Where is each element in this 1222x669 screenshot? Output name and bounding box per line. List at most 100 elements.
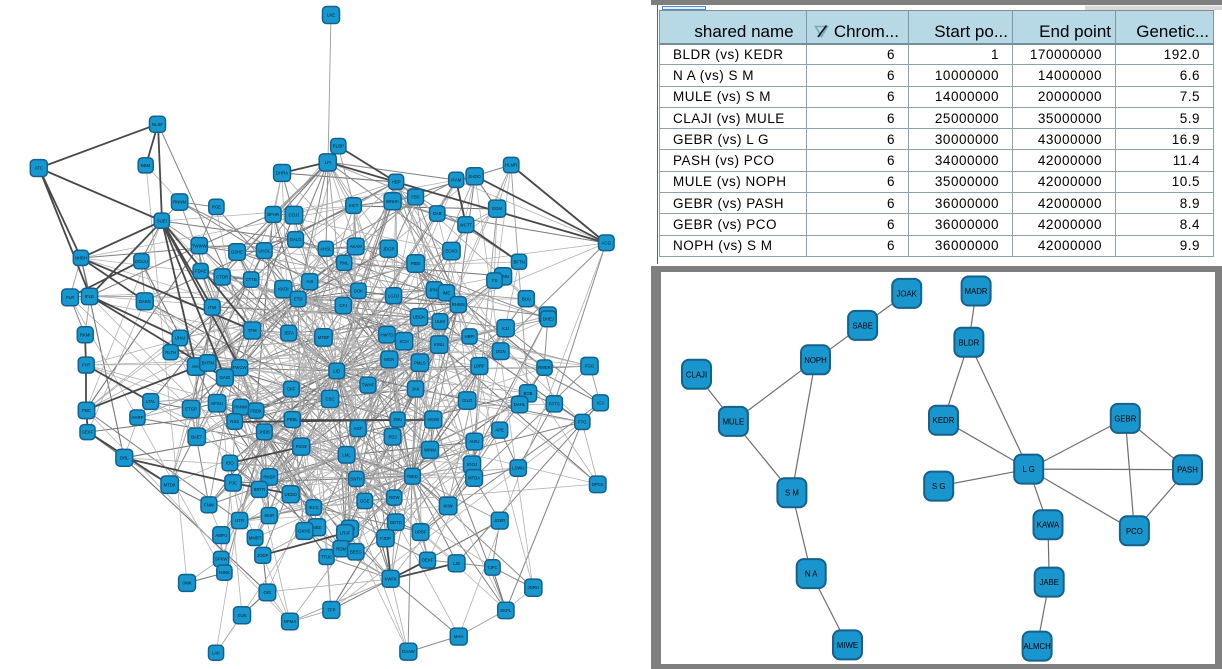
svg-text:KFSU: KFSU: [211, 401, 222, 406]
svg-text:LSWU: LSWU: [512, 466, 524, 471]
svg-text:ETGP: ETGP: [185, 407, 197, 412]
svg-text:BEEG: BEEG: [350, 549, 363, 554]
svg-text:NSS: NSS: [230, 419, 239, 424]
svg-text:MULE: MULE: [723, 417, 745, 426]
svg-text:ICJ: ICJ: [597, 400, 603, 405]
svg-text:JAK: JAK: [412, 387, 420, 392]
svg-text:IFLE: IFLE: [85, 294, 94, 299]
svg-text:DOUU: DOUU: [135, 259, 148, 264]
svg-text:PCO: PCO: [1126, 527, 1143, 536]
svg-text:RLTH: RLTH: [165, 350, 176, 355]
svg-text:ACG: ACG: [602, 240, 612, 245]
svg-text:CSC: CSC: [326, 397, 335, 402]
svg-text:OALG: OALG: [290, 237, 303, 242]
svg-text:HHI: HHI: [192, 364, 199, 369]
svg-text:IOO: IOO: [226, 461, 235, 466]
svg-text:EGM: EGM: [492, 206, 502, 211]
svg-text:CTDR: CTDR: [216, 275, 228, 280]
svg-text:AGF: AGF: [354, 426, 363, 431]
svg-text:PDJ: PDJ: [389, 434, 397, 439]
svg-text:HJI: HJI: [306, 279, 312, 284]
svg-text:BOB: BOB: [523, 391, 532, 396]
svg-text:RDM: RDM: [336, 546, 346, 551]
svg-text:LBRF: LBRF: [474, 364, 485, 369]
svg-text:KAWA: KAWA: [1037, 521, 1060, 530]
svg-text:KINU: KINU: [434, 342, 444, 347]
svg-text:KCH: KCH: [400, 339, 409, 344]
svg-text:BFHR: BFHR: [267, 212, 279, 217]
svg-text:OEKF: OEKF: [422, 558, 434, 563]
svg-text:WINM: WINM: [424, 448, 436, 453]
svg-text:PLR: PLR: [66, 295, 74, 300]
svg-text:JORU: JORU: [527, 585, 539, 590]
svg-text:HLMR: HLMR: [505, 163, 517, 168]
svg-text:OGN: OGN: [496, 349, 506, 354]
svg-text:HBP: HBP: [392, 180, 401, 185]
svg-text:L G: L G: [1023, 465, 1035, 474]
svg-text:TWWW: TWWW: [192, 243, 208, 248]
svg-text:S M: S M: [785, 489, 799, 498]
svg-text:KEDR: KEDR: [933, 416, 955, 425]
svg-text:LFI: LFI: [325, 160, 331, 165]
svg-text:RHWS: RHWS: [452, 302, 465, 307]
svg-text:RLBP: RLBP: [333, 144, 344, 149]
svg-text:UEDO: UEDO: [284, 492, 297, 497]
svg-text:UTR: UTR: [235, 518, 244, 523]
svg-text:JWU: JWU: [393, 417, 402, 422]
svg-text:FWCW: FWCW: [233, 365, 248, 370]
svg-text:MAH: MAH: [454, 634, 464, 639]
svg-text:DAHL: DAHL: [514, 402, 526, 407]
svg-text:APE: APE: [495, 428, 504, 433]
svg-text:ITW: ITW: [208, 305, 217, 310]
svg-text:CTTB: CTTB: [246, 277, 257, 282]
svg-text:FII: FII: [492, 278, 497, 283]
svg-text:CLAJI: CLAJI: [686, 370, 707, 379]
svg-text:DAB: DAB: [433, 211, 442, 216]
svg-text:FJDP: FJDP: [380, 536, 391, 541]
svg-text:SUEI: SUEI: [157, 218, 167, 223]
svg-text:TJFC: TJFC: [487, 565, 498, 570]
svg-text:RNSP: RNSP: [263, 475, 275, 480]
svg-text:ETD: ETD: [294, 297, 303, 302]
svg-text:PJC: PJC: [229, 480, 237, 485]
svg-text:LGOJ: LGOJ: [388, 293, 399, 298]
svg-text:TFP: TFP: [327, 608, 335, 613]
svg-text:AKAM: AKAM: [350, 244, 363, 249]
svg-text:FTG: FTG: [578, 420, 587, 425]
svg-text:RMER: RMER: [538, 365, 551, 370]
svg-text:EKPL: EKPL: [500, 608, 512, 613]
svg-text:WNHK: WNHK: [386, 199, 399, 204]
svg-text:JGER: JGER: [494, 518, 505, 523]
svg-text:UPBF: UPBF: [415, 530, 427, 535]
svg-text:KICT: KICT: [349, 203, 359, 208]
svg-text:LML: LML: [342, 452, 351, 457]
svg-text:BRTR: BRTR: [254, 487, 266, 492]
svg-text:LKE: LKE: [327, 13, 335, 18]
svg-text:HARP: HARP: [132, 415, 144, 420]
svg-text:HWTD: HWTD: [381, 332, 394, 337]
svg-text:MTDK: MTDK: [164, 482, 176, 487]
svg-text:RGE: RGE: [212, 205, 221, 210]
svg-text:SFKW: SFKW: [215, 557, 228, 562]
svg-text:PMLS: PMLS: [414, 360, 426, 365]
svg-text:IKCC: IKCC: [309, 505, 319, 510]
svg-text:N A: N A: [805, 570, 818, 579]
svg-text:JHDB: JHDB: [259, 429, 270, 434]
svg-text:JDGR: JDGR: [383, 246, 395, 251]
svg-text:HBPI: HBPI: [464, 334, 474, 339]
svg-text:GGE: GGE: [360, 499, 370, 504]
svg-text:SHDO: SHDO: [468, 174, 481, 179]
svg-text:AHSL: AHSL: [320, 246, 332, 251]
svg-text:PICW: PICW: [296, 444, 308, 449]
svg-text:AHIU: AHIU: [469, 439, 479, 444]
svg-text:IME: IME: [443, 290, 451, 295]
svg-text:BAET: BAET: [191, 434, 203, 439]
svg-text:DHEJ: DHEJ: [543, 317, 554, 322]
svg-text:MTDA: MTDA: [468, 476, 480, 481]
svg-text:DPCK: DPCK: [592, 482, 604, 487]
svg-text:HGIW: HGIW: [427, 417, 440, 422]
svg-text:JOAK: JOAK: [897, 289, 918, 298]
svg-text:MON: MON: [384, 357, 394, 362]
svg-text:LJE: LJE: [453, 561, 461, 566]
svg-text:NHBH: NHBH: [75, 256, 87, 261]
